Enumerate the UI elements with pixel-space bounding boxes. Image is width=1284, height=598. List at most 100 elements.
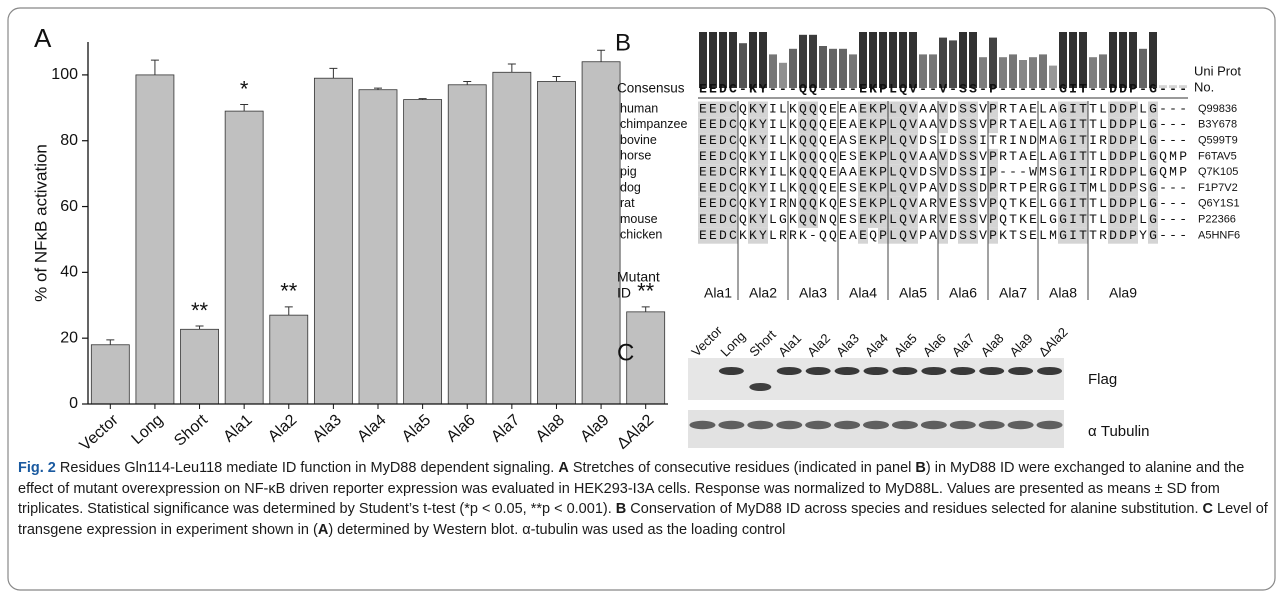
sequence: EEDCQKYILKQQQEESEKPLQVPAVDSSDPRTPERGGITM… bbox=[699, 180, 1187, 195]
bar bbox=[582, 62, 620, 404]
lane-label: Ala8 bbox=[978, 331, 1007, 360]
x-tick-label: Ala7 bbox=[488, 411, 523, 445]
x-tick-label: Ala4 bbox=[354, 411, 389, 445]
blot-band bbox=[1037, 367, 1062, 375]
error-bar bbox=[196, 326, 204, 329]
blot-band bbox=[835, 367, 860, 375]
uniprot-id: Q6Y1S1 bbox=[1198, 198, 1240, 210]
error-bar bbox=[106, 340, 114, 345]
conservation-bar bbox=[709, 32, 717, 88]
species-label: bovine bbox=[620, 133, 657, 147]
bar bbox=[91, 345, 129, 404]
mutant-id: Ala4 bbox=[849, 285, 877, 301]
lane-label: Short bbox=[746, 327, 779, 360]
blot-band bbox=[777, 367, 802, 375]
sequence: EEDCQKYIRNQQKQESEKPLQVARVESSVPQTKELGGITT… bbox=[699, 196, 1187, 211]
conservation-bar bbox=[859, 32, 867, 88]
conservation-bar bbox=[1149, 32, 1157, 88]
error-bar bbox=[285, 307, 293, 315]
conservation-bar bbox=[869, 32, 877, 88]
x-tick-label: Ala2 bbox=[265, 411, 300, 445]
caption-text: Conservation of MyD88 ID across species … bbox=[626, 501, 1202, 517]
mutant-id: Ala3 bbox=[799, 285, 827, 301]
blot-band bbox=[749, 383, 771, 391]
blot-band bbox=[921, 421, 947, 429]
blot-row-label: Flag bbox=[1088, 371, 1117, 388]
mutant-id: Ala5 bbox=[899, 285, 927, 301]
lane-label: Ala2 bbox=[804, 331, 833, 360]
blot-band bbox=[979, 421, 1005, 429]
blot-band bbox=[776, 421, 802, 429]
caption: Fig. 2 Residues Gln114-Leu118 mediate ID… bbox=[18, 458, 1268, 540]
y-axis-label: % of NFκB activation bbox=[31, 144, 50, 302]
conservation-bar bbox=[719, 32, 727, 88]
conservation-bar bbox=[799, 35, 807, 88]
conservation-bar bbox=[939, 38, 947, 88]
x-tick-label: ΔAla2 bbox=[614, 411, 657, 452]
uniprot-header: No. bbox=[1194, 79, 1214, 94]
blot-band bbox=[689, 421, 715, 429]
bar bbox=[537, 81, 575, 404]
x-tick-label: Long bbox=[129, 411, 167, 447]
caption-text: ) determined by Western blot. α-tubulin … bbox=[328, 522, 785, 538]
uniprot-id: B3Y678 bbox=[1198, 119, 1237, 131]
significance-label: ** bbox=[280, 279, 298, 304]
caption-text: A bbox=[558, 460, 568, 476]
significance-label: * bbox=[240, 76, 249, 101]
x-tick-label: Ala3 bbox=[310, 411, 345, 445]
mutant-id: Ala8 bbox=[1049, 285, 1077, 301]
y-tick-label: 40 bbox=[60, 264, 78, 281]
blot-row-label: α Tubulin bbox=[1088, 423, 1149, 440]
caption-text: Fig. 2 bbox=[18, 460, 56, 476]
sequence: EEDCRKYILKQQQEAAEKPLQVDSVDSSIP---WMSGITI… bbox=[699, 165, 1187, 180]
uniprot-header: Uni Prot bbox=[1194, 63, 1241, 78]
x-tick-label: Vector bbox=[77, 411, 123, 454]
lane-label: Ala5 bbox=[891, 331, 920, 360]
mutant-id: Ala6 bbox=[949, 285, 977, 301]
caption-text: B bbox=[616, 501, 626, 517]
consensus-sequence: EEDC-KY---QQ----EKPLQV--V-SS-P------GIT-… bbox=[699, 81, 1187, 96]
conservation-bar bbox=[879, 32, 887, 88]
bar bbox=[493, 72, 531, 404]
bar bbox=[270, 315, 308, 404]
error-bar bbox=[642, 307, 650, 312]
y-tick-label: 80 bbox=[60, 132, 78, 149]
x-tick-label: Ala6 bbox=[444, 411, 479, 445]
error-bar bbox=[552, 77, 560, 82]
blot-band bbox=[719, 367, 744, 375]
conservation-bar bbox=[1069, 32, 1077, 88]
sequence: EEDCQKYILKQQQEEAEKPLQVAAVDSSVPRTAELAGITT… bbox=[699, 101, 1187, 116]
bar bbox=[314, 78, 352, 404]
conservation-bar bbox=[1109, 32, 1117, 88]
conservation-bar bbox=[809, 35, 817, 88]
caption-text: B bbox=[915, 460, 925, 476]
bar bbox=[225, 111, 263, 404]
bar bbox=[181, 329, 219, 404]
y-tick-label: 60 bbox=[60, 198, 78, 215]
sequence: EEDCQKYILKQQQEASEKPLQVDSIDSSITRINDMAGITI… bbox=[699, 133, 1187, 148]
x-tick-label: Short bbox=[171, 411, 211, 450]
conservation-bar bbox=[1079, 32, 1087, 88]
y-tick-label: 100 bbox=[51, 66, 78, 83]
mutant-id: Ala7 bbox=[999, 285, 1027, 301]
caption-text: A bbox=[318, 522, 328, 538]
conservation-bar bbox=[1059, 32, 1067, 88]
conservation-bar bbox=[989, 38, 997, 88]
bar bbox=[404, 100, 442, 404]
x-tick-label: Ala8 bbox=[533, 411, 568, 445]
uniprot-id: Q7K105 bbox=[1198, 166, 1238, 178]
blot-band bbox=[718, 421, 744, 429]
caption-text: C bbox=[1203, 501, 1213, 517]
lane-label: Ala7 bbox=[949, 331, 978, 360]
error-bar bbox=[463, 81, 471, 84]
conservation-bar bbox=[909, 32, 917, 88]
y-tick-label: 20 bbox=[60, 329, 78, 346]
conservation-bar bbox=[969, 32, 977, 88]
caption-text: Stretches of consecutive residues (indic… bbox=[569, 460, 916, 476]
mutant-id: Ala9 bbox=[1109, 285, 1137, 301]
sequence: EEDCQKYILKQQQQESEKPLQVAAVDSSVPRTAELAGITT… bbox=[699, 149, 1187, 164]
blot-band bbox=[806, 367, 831, 375]
sequence: EEDCQKYILKQQQEEAEKPLQVAAVDSSVPRTAELAGITT… bbox=[699, 117, 1187, 132]
conservation-bar bbox=[749, 32, 757, 88]
panel-label: C bbox=[617, 339, 634, 366]
